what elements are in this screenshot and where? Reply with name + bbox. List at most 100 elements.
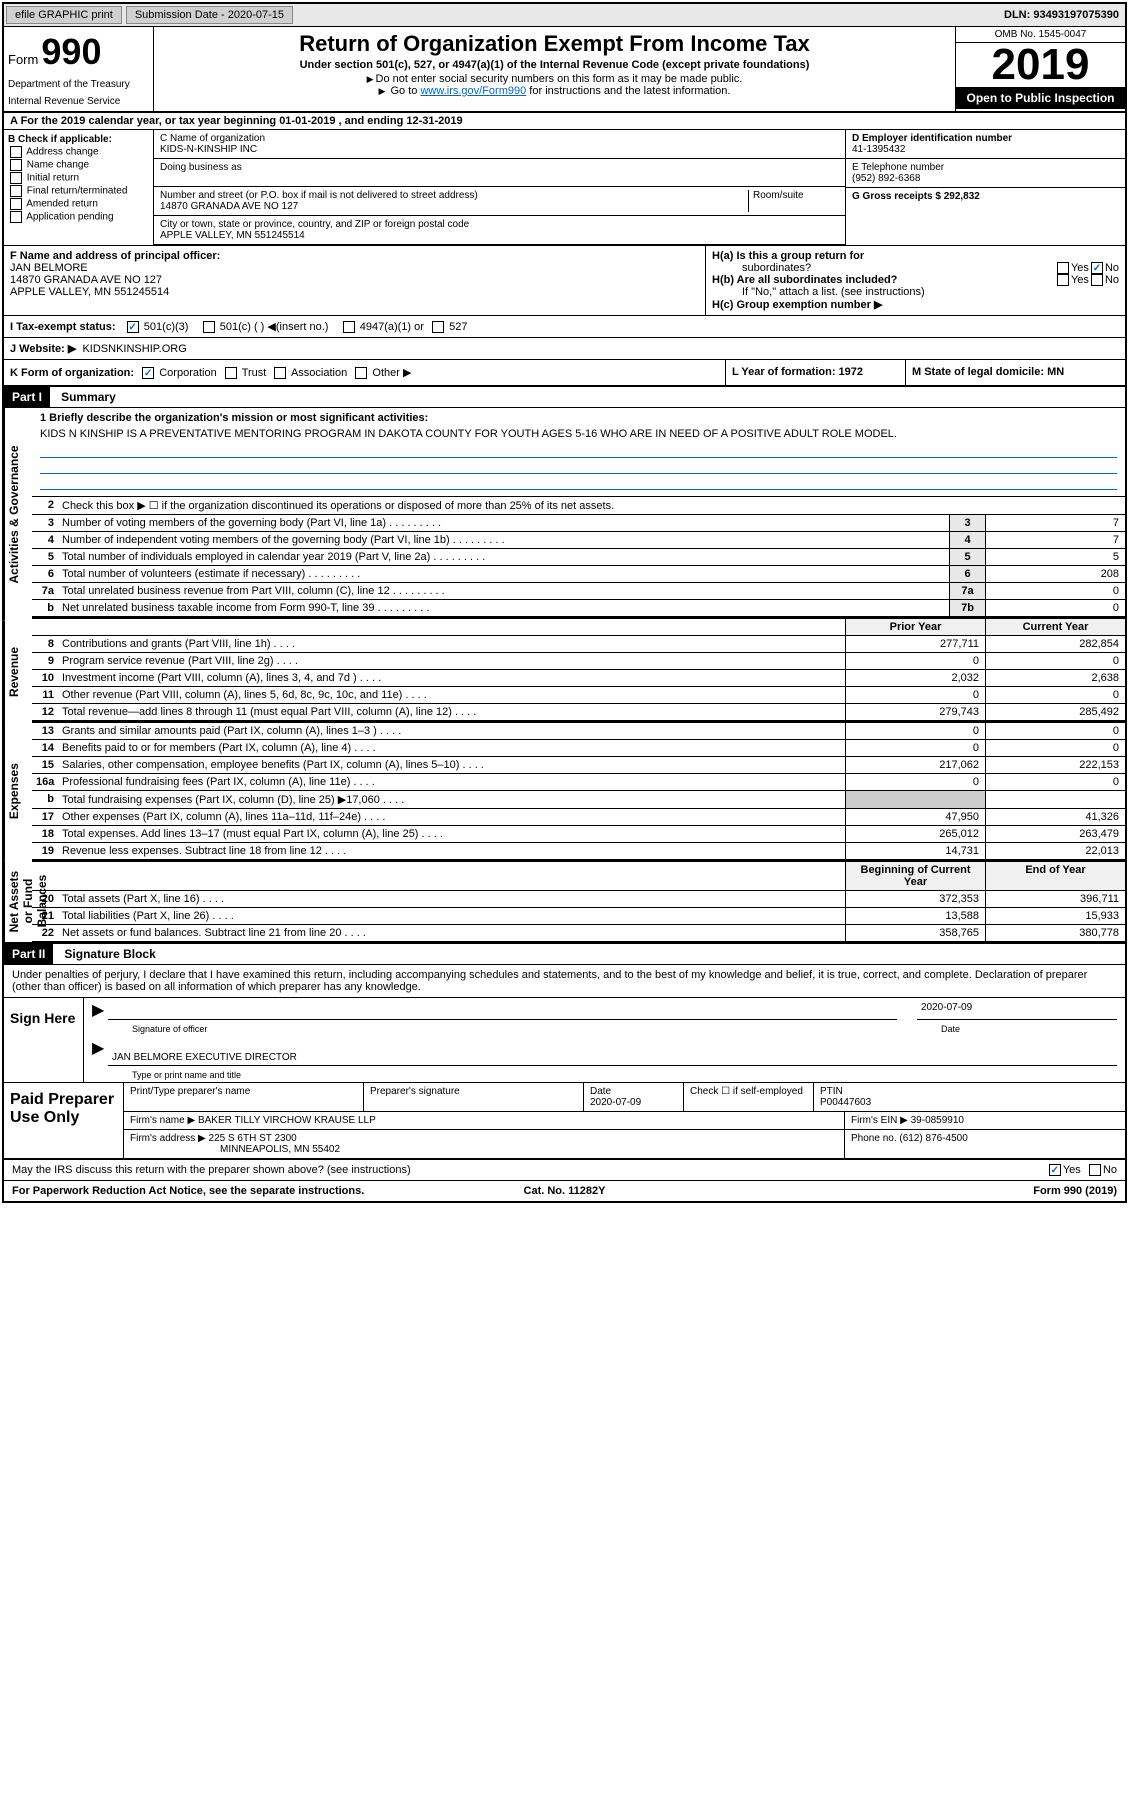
hb-no-chk[interactable] [1091, 274, 1103, 286]
footer-form: Form 990 (2019) [749, 1185, 1117, 1197]
part1-header-bar: Part I Summary [4, 387, 1125, 408]
chk-amended-return[interactable]: Amended return [8, 198, 149, 210]
chk-corporation[interactable] [142, 367, 154, 379]
ha-label: H(a) Is this a group return for [712, 250, 864, 262]
prep-check-header: Check ☐ if self-employed [684, 1083, 814, 1111]
summary-line-11: 11Other revenue (Part VIII, column (A), … [32, 687, 1125, 704]
summary-line-12: 12Total revenue—add lines 8 through 11 (… [32, 704, 1125, 721]
hc-label: H(c) Group exemption number ▶ [712, 299, 882, 311]
firm-phone: (612) 876-4500 [899, 1133, 967, 1144]
chk-association[interactable] [274, 367, 286, 379]
website-row: J Website: ▶ KIDSNKINSHIP.ORG [4, 338, 1125, 360]
tax-year: 2019 [956, 43, 1125, 87]
part2-header-bar: Part II Signature Block [4, 942, 1125, 965]
header-title-block: Return of Organization Exempt From Incom… [154, 27, 955, 111]
address-row: Number and street (or P.O. box if mail i… [154, 187, 845, 216]
prep-name-header: Print/Type preparer's name [124, 1083, 364, 1111]
summary-line-4: 4Number of independent voting members of… [32, 532, 1125, 549]
instr-ssn: Do not enter social security numbers on … [158, 73, 951, 85]
firm-phone-label: Phone no. [851, 1133, 897, 1144]
summary-line-16a: 16aProfessional fundraising fees (Part I… [32, 774, 1125, 791]
officer-signature-field[interactable] [108, 1000, 897, 1020]
chk-501c[interactable] [203, 321, 215, 333]
officer-addr2: APPLE VALLEY, MN 551245514 [10, 286, 169, 298]
state-domicile: M State of legal domicile: MN [905, 360, 1125, 385]
summary-line-10: 10Investment income (Part VIII, column (… [32, 670, 1125, 687]
signature-intro: Under penalties of perjury, I declare th… [4, 965, 1125, 998]
chk-501c3[interactable] [127, 321, 139, 333]
chk-initial-return[interactable]: Initial return [8, 172, 149, 184]
side-activities-governance: Activities & Governance [4, 408, 32, 621]
dept-label: Department of the Treasury [8, 79, 149, 90]
chk-name-change[interactable]: Name change [8, 159, 149, 171]
tax-exempt-status-row: I Tax-exempt status: 501(c)(3) 501(c) ( … [4, 316, 1125, 338]
mission-box: 1 Briefly describe the organization's mi… [32, 408, 1125, 497]
ein-value: 41-1395432 [852, 144, 1119, 155]
instructions-link[interactable]: www.irs.gov/Form990 [420, 85, 526, 97]
form-label: Form [8, 52, 38, 67]
gross-receipts-row: G Gross receipts $ 292,832 [846, 188, 1125, 216]
irs-discuss-yes[interactable] [1049, 1164, 1061, 1176]
chk-address-change[interactable]: Address change [8, 146, 149, 158]
row-f-h: F Name and address of principal officer:… [4, 246, 1125, 316]
end-year-header: End of Year [985, 862, 1125, 890]
footer-paperwork: For Paperwork Reduction Act Notice, see … [12, 1185, 380, 1197]
dba-row: Doing business as [154, 159, 845, 187]
col-de: D Employer identification number 41-1395… [845, 130, 1125, 245]
col-b-title: B Check if applicable: [8, 134, 112, 145]
summary-line-b: bNet unrelated business taxable income f… [32, 600, 1125, 617]
rev-col-headers: Prior Year Current Year [32, 619, 1125, 636]
chk-final-return[interactable]: Final return/terminated [8, 185, 149, 197]
summary-line-6: 6Total number of volunteers (estimate if… [32, 566, 1125, 583]
ha-no-chk[interactable] [1091, 262, 1103, 274]
part2-title: Signature Block [56, 944, 163, 964]
summary-line-b: bTotal fundraising expenses (Part IX, co… [32, 791, 1125, 809]
prep-header-row: Print/Type preparer's name Preparer's si… [124, 1083, 1125, 1112]
topbar: efile GRAPHIC print Submission Date - 20… [4, 4, 1125, 27]
hb-label: H(b) Are all subordinates included? [712, 274, 1055, 286]
firm-name: BAKER TILLY VIRCHOW KRAUSE LLP [198, 1115, 376, 1126]
chk-4947[interactable] [343, 321, 355, 333]
net-col-headers: Beginning of Current Year End of Year [32, 862, 1125, 891]
org-name-row: C Name of organization KIDS-N-KINSHIP IN… [154, 130, 845, 159]
ha-yes-chk[interactable] [1057, 262, 1069, 274]
h-block: H(a) Is this a group return for subordin… [705, 246, 1125, 315]
chk-other[interactable] [355, 367, 367, 379]
summary-line-15: 15Salaries, other compensation, employee… [32, 757, 1125, 774]
website-value: KIDSNKINSHIP.ORG [82, 343, 186, 355]
officer-addr1: 14870 GRANADA AVE NO 127 [10, 274, 162, 286]
form-header: Form 990 Department of the Treasury Inte… [4, 27, 1125, 113]
f-label: F Name and address of principal officer: [10, 250, 220, 262]
summary-line-3: 3Number of voting members of the governi… [32, 515, 1125, 532]
part2-header: Part II [4, 944, 53, 964]
summary-line-5: 5Total number of individuals employed in… [32, 549, 1125, 566]
col-c-org-info: C Name of organization KIDS-N-KINSHIP IN… [154, 130, 845, 245]
irs-discuss-row: May the IRS discuss this return with the… [4, 1160, 1125, 1181]
open-public-badge: Open to Public Inspection [956, 87, 1125, 109]
section-b-d: B Check if applicable: Address change Na… [4, 130, 1125, 246]
officer-name: JAN BELMORE [10, 262, 88, 274]
efile-print-button[interactable]: efile GRAPHIC print [6, 6, 122, 24]
ein-row: D Employer identification number 41-1395… [846, 130, 1125, 159]
line-2: 2 Check this box ▶ ☐ if the organization… [32, 497, 1125, 515]
chk-527[interactable] [432, 321, 444, 333]
side-revenue: Revenue [4, 621, 32, 722]
city-row: City or town, state or province, country… [154, 216, 845, 245]
hb-yes-chk[interactable] [1057, 274, 1069, 286]
footer-catno: Cat. No. 11282Y [380, 1185, 748, 1197]
mission-label: 1 Briefly describe the organization's mi… [40, 412, 428, 424]
irs-discuss-no[interactable] [1089, 1164, 1101, 1176]
line-2-label: Check this box ▶ ☐ if the organization d… [58, 497, 1125, 514]
chk-application-pending[interactable]: Application pending [8, 211, 149, 223]
sig-arrow-icon-2: ▶ [92, 1038, 108, 1066]
prep-ptin-header: PTINP00447603 [814, 1083, 1125, 1111]
org-name-label: C Name of organization [160, 133, 839, 144]
ha-sub: subordinates? [712, 262, 1055, 274]
chk-trust[interactable] [225, 367, 237, 379]
side-expenses: Expenses [4, 722, 32, 860]
irs-discuss-question: May the IRS discuss this return with the… [12, 1164, 1047, 1176]
paid-preparer-block: Paid Preparer Use Only Print/Type prepar… [4, 1083, 1125, 1160]
mission-line-1 [40, 444, 1117, 458]
hb-note: If "No," attach a list. (see instruction… [712, 286, 1119, 298]
phone-row: E Telephone number (952) 892-6368 [846, 159, 1125, 188]
